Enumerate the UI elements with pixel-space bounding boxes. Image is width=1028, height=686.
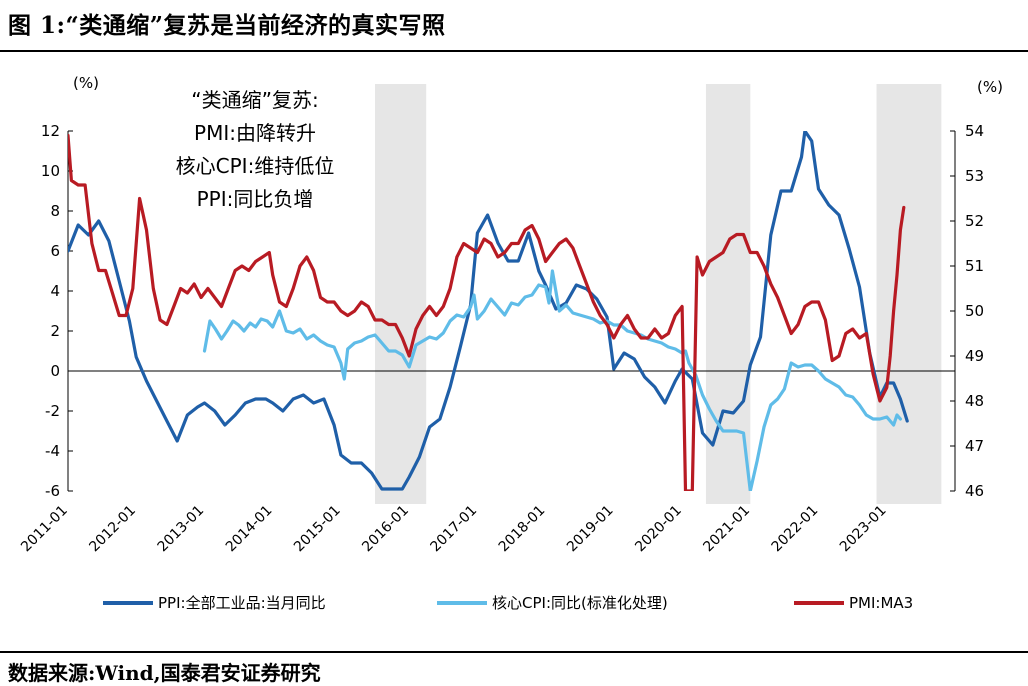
shaded-periods <box>375 84 942 504</box>
series-layer <box>68 131 909 491</box>
x-tick-label: 2017-01 <box>428 503 481 556</box>
legend-label-pmi: PMI:MA3 <box>849 594 913 612</box>
chart: -6-4-20246810124647484950515253542011-01… <box>18 74 1003 612</box>
left-tick-label: -4 <box>45 442 60 460</box>
right-tick-label: 46 <box>965 482 984 500</box>
right-axis-unit: (%) <box>977 78 1003 96</box>
left-tick-label: -6 <box>45 482 60 500</box>
x-tick-label: 2018-01 <box>496 503 549 556</box>
left-tick-label: 2 <box>50 322 60 340</box>
top-rule <box>0 50 1028 52</box>
series-core-cpi <box>202 269 902 491</box>
right-tick-label: 54 <box>965 122 984 140</box>
right-tick-label: 52 <box>965 212 984 230</box>
series-pmi <box>68 133 906 491</box>
series-ppi <box>68 131 909 491</box>
x-tick-label: 2022-01 <box>769 503 822 556</box>
right-tick-label: 51 <box>965 257 984 275</box>
annotation-line: “类通缩”复苏: <box>191 88 319 112</box>
annotation-line: PPI:同比负增 <box>196 187 314 211</box>
x-tick-label: 2012-01 <box>86 503 139 556</box>
x-tick-label: 2013-01 <box>155 503 208 556</box>
x-tick-label: 2011-01 <box>18 503 71 556</box>
left-tick-label: 4 <box>50 282 60 300</box>
x-tick-label: 2023-01 <box>837 503 890 556</box>
left-tick-label: 0 <box>50 362 60 380</box>
page-title: 图 1:“类通缩”复苏是当前经济的真实写照 <box>8 12 446 39</box>
right-tick-label: 48 <box>965 392 984 410</box>
legend-label-ppi: PPI:全部工业品:当月同比 <box>158 594 326 612</box>
x-tick-label: 2021-01 <box>700 503 753 556</box>
x-tick-label: 2016-01 <box>359 503 412 556</box>
data-source: 数据来源:Wind,国泰君安证券研究 <box>8 661 321 685</box>
right-tick-label: 49 <box>965 347 984 365</box>
x-tick-label: 2019-01 <box>564 503 617 556</box>
legend: PPI:全部工业品:当月同比 核心CPI:同比(标准化处理) PMI:MA3 <box>103 594 913 612</box>
annotation-box: “类通缩”复苏: PMI:由降转升 核心CPI:维持低位 PPI:同比负增 <box>150 84 360 216</box>
right-tick-label: 50 <box>965 302 984 320</box>
annotation-line: 核心CPI:维持低位 <box>175 154 335 178</box>
left-tick-label: 8 <box>50 202 60 220</box>
shaded-period <box>375 84 427 504</box>
left-tick-label: 6 <box>50 242 60 260</box>
annotation-line: PMI:由降转升 <box>194 121 316 145</box>
left-tick-label: -2 <box>45 402 60 420</box>
right-tick-label: 47 <box>965 437 984 455</box>
left-tick-label: 10 <box>41 162 60 180</box>
shaded-period <box>876 84 942 504</box>
x-tick-label: 2015-01 <box>291 503 344 556</box>
x-tick-label: 2014-01 <box>223 503 276 556</box>
x-tick-label: 2020-01 <box>632 503 685 556</box>
bottom-rule <box>0 651 1028 653</box>
left-tick-label: 12 <box>41 122 60 140</box>
right-tick-label: 53 <box>965 167 984 185</box>
legend-label-core-cpi: 核心CPI:同比(标准化处理) <box>492 594 668 612</box>
left-axis-unit: (%) <box>73 74 99 92</box>
